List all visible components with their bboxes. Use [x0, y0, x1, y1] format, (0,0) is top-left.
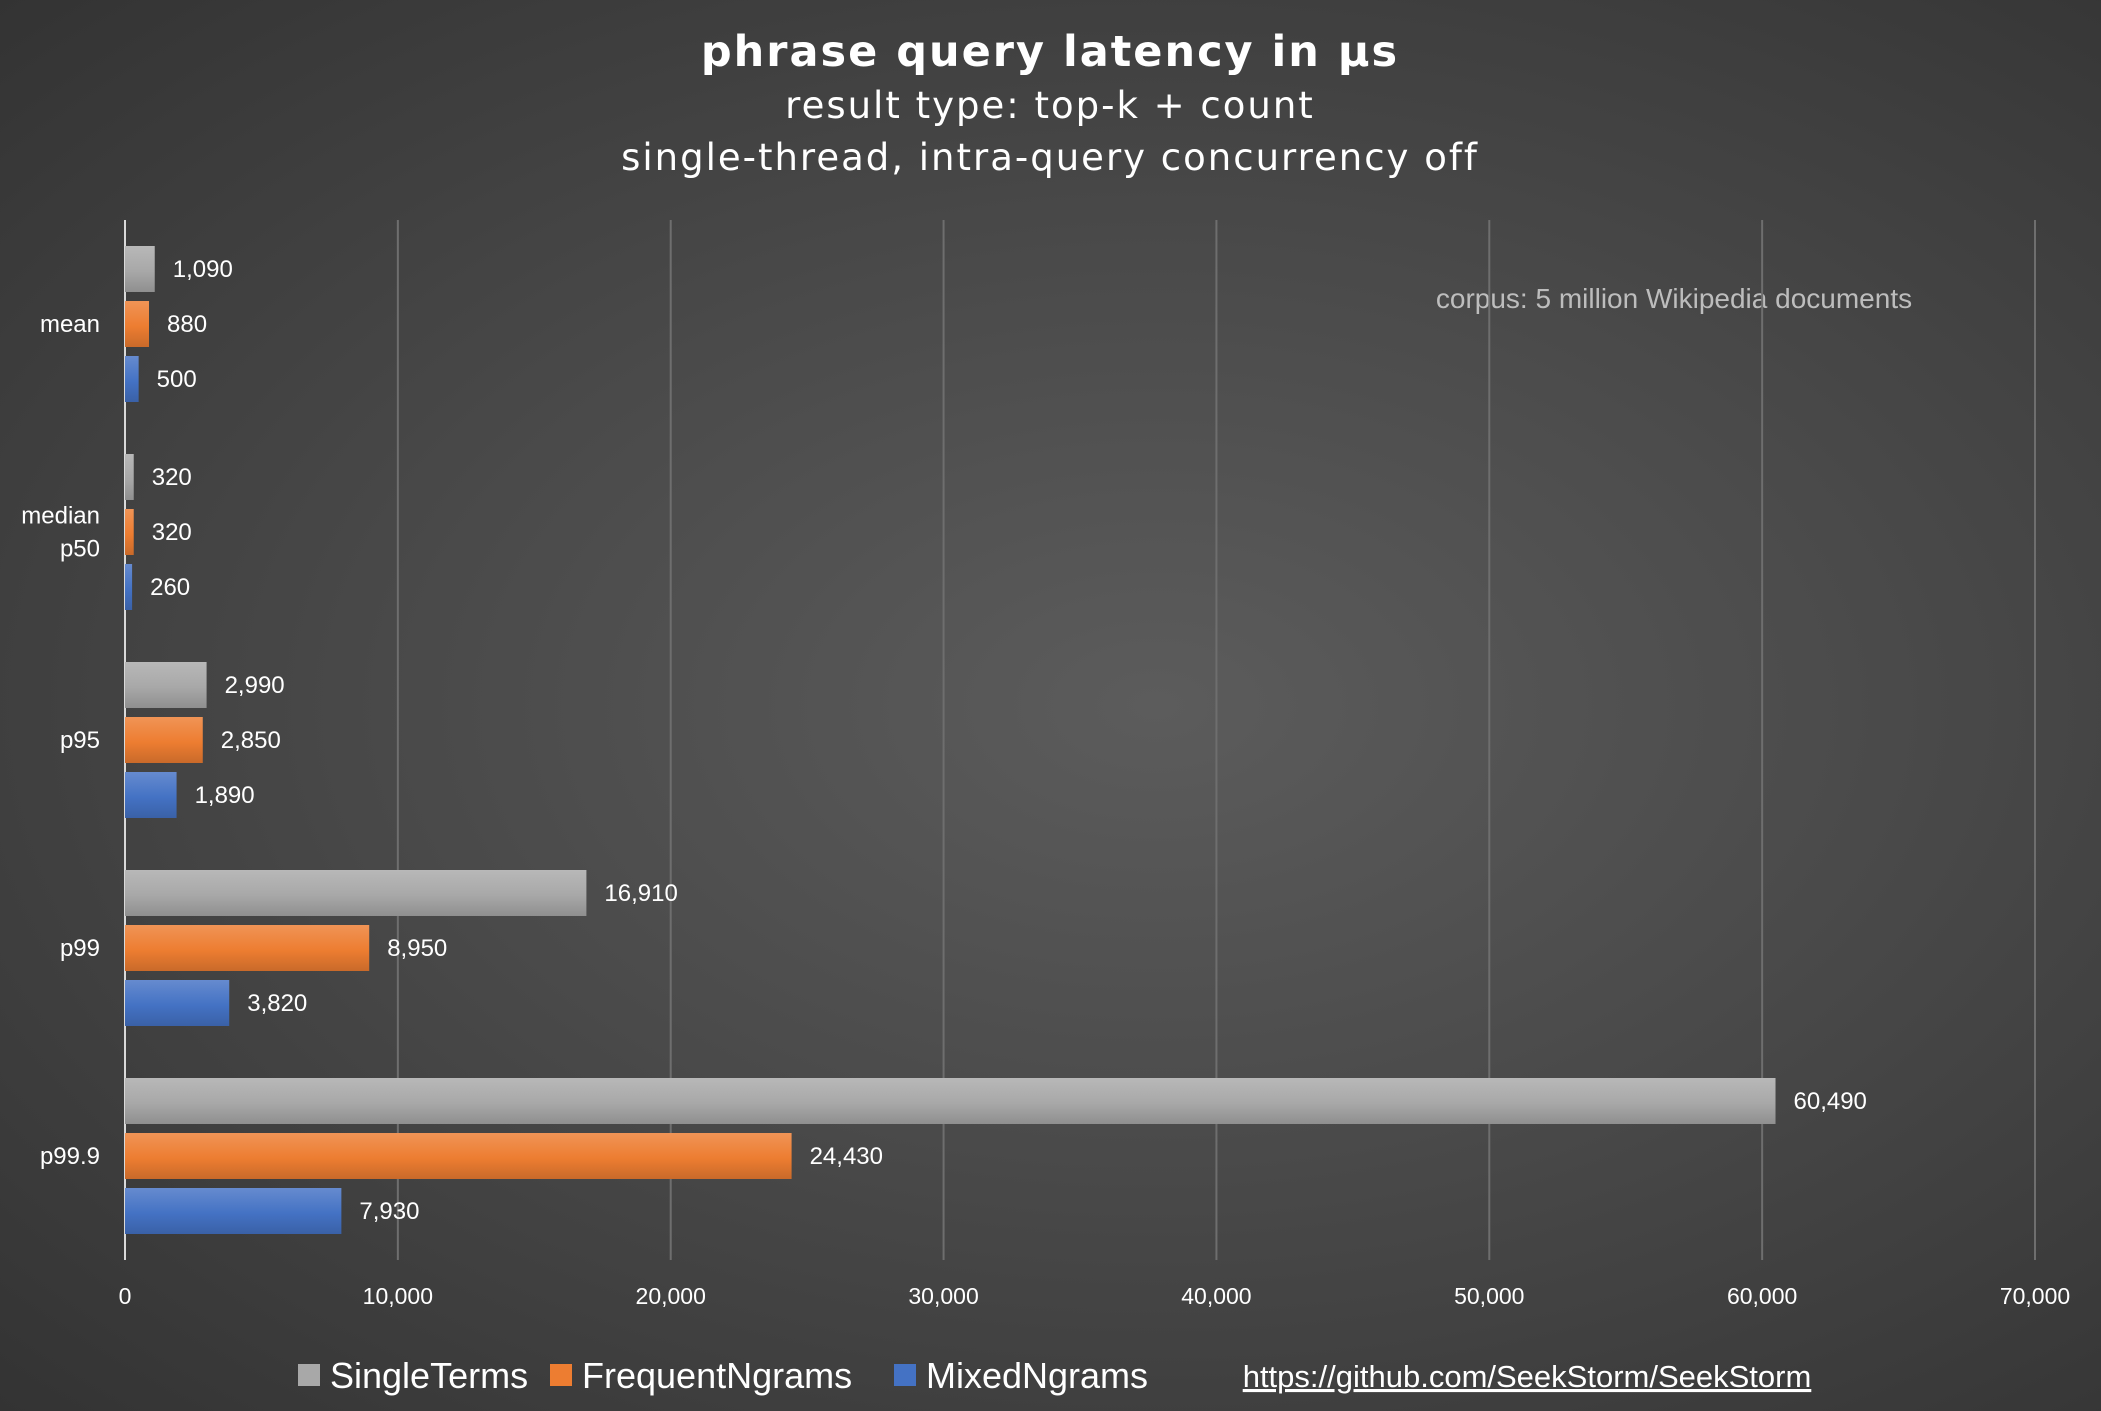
category-label-3-line-0: p99	[60, 935, 100, 962]
data-label-SingleTerms-2: 2,990	[225, 672, 285, 699]
legend-label-FrequentNgrams: FrequentNgrams	[582, 1355, 852, 1396]
x-tick-label-10000: 10,000	[363, 1283, 433, 1309]
x-tick-label-70000: 70,000	[2000, 1283, 2070, 1309]
category-label-1-line-1: p50	[60, 536, 100, 563]
x-tick-label-50000: 50,000	[1454, 1283, 1524, 1309]
x-tick-label-30000: 30,000	[908, 1283, 978, 1309]
category-label-2-line-0: p95	[60, 727, 100, 754]
bar-SingleTerms-3	[125, 870, 587, 916]
chart-subtitle-line-2: single-thread, intra-query concurrency o…	[621, 136, 1479, 179]
x-tick-label-40000: 40,000	[1181, 1283, 1251, 1309]
legend: SingleTerms FrequentNgrams MixedNgrams	[298, 1355, 1148, 1396]
bar-MixedNgrams-3	[125, 980, 230, 1026]
bar-FrequentNgrams-2	[125, 717, 203, 763]
x-tick-label-60000: 60,000	[1727, 1283, 1797, 1309]
legend-label-MixedNgrams: MixedNgrams	[926, 1355, 1148, 1396]
data-label-MixedNgrams-3: 3,820	[247, 990, 307, 1017]
data-label-MixedNgrams-2: 1,890	[195, 782, 255, 809]
data-label-MixedNgrams-1: 260	[150, 574, 190, 601]
legend-label-SingleTerms: SingleTerms	[330, 1355, 528, 1396]
bar-FrequentNgrams-4	[125, 1133, 792, 1179]
legend-swatch-FrequentNgrams	[550, 1364, 572, 1386]
bar-MixedNgrams-4	[125, 1188, 342, 1234]
github-link[interactable]: https://github.com/SeekStorm/SeekStorm	[1243, 1359, 1812, 1394]
data-label-FrequentNgrams-0: 880	[167, 311, 207, 338]
x-tick-label-0: 0	[119, 1283, 132, 1309]
category-label-4-line-0: p99.9	[40, 1143, 100, 1170]
bar-SingleTerms-2	[125, 662, 207, 708]
bar-SingleTerms-0	[125, 246, 155, 292]
chart-subtitle-line-1: result type: top-k + count	[785, 84, 1315, 127]
category-label-1-line-0: median	[21, 503, 100, 530]
data-label-SingleTerms-0: 1,090	[173, 256, 233, 283]
chart-title: phrase query latency in µs	[701, 27, 1399, 77]
data-label-FrequentNgrams-3: 8,950	[387, 935, 447, 962]
data-label-MixedNgrams-0: 500	[157, 366, 197, 393]
data-label-FrequentNgrams-4: 24,430	[810, 1143, 883, 1170]
corpus-annotation: corpus: 5 million Wikipedia documents	[1436, 283, 1912, 314]
data-label-SingleTerms-1: 320	[152, 464, 192, 491]
bar-SingleTerms-4	[125, 1078, 1776, 1124]
bar-FrequentNgrams-1	[125, 509, 134, 555]
x-tick-label-20000: 20,000	[636, 1283, 706, 1309]
data-label-MixedNgrams-4: 7,930	[359, 1198, 419, 1225]
data-label-FrequentNgrams-2: 2,850	[221, 727, 281, 754]
legend-swatch-SingleTerms	[298, 1364, 320, 1386]
bar-FrequentNgrams-0	[125, 301, 150, 347]
data-label-SingleTerms-3: 16,910	[604, 880, 677, 907]
data-label-SingleTerms-4: 60,490	[1794, 1088, 1867, 1115]
bar-MixedNgrams-1	[125, 564, 133, 610]
bars-layer	[125, 246, 1776, 1234]
labels-layer: 0 10,000 20,000 30,000 40,000 50,000 60,000 70,…	[21, 256, 2070, 1309]
grid-layer	[124, 220, 2036, 1260]
bar-MixedNgrams-2	[125, 772, 177, 818]
bar-FrequentNgrams-3	[125, 925, 370, 971]
bar-MixedNgrams-0	[125, 356, 139, 402]
data-label-FrequentNgrams-1: 320	[152, 519, 192, 546]
legend-swatch-MixedNgrams	[894, 1364, 916, 1386]
category-label-0-line-0: mean	[40, 311, 100, 338]
bar-SingleTerms-1	[125, 454, 134, 500]
